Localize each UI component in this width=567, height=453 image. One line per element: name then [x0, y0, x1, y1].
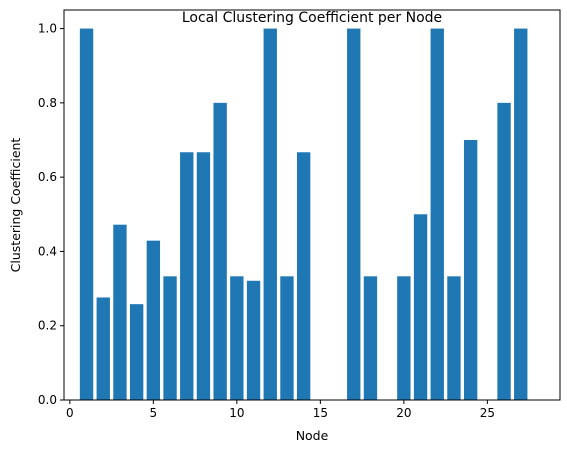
- bar-node-11: [246, 280, 261, 400]
- bar-node-5: [146, 240, 161, 400]
- y-tick-label: 0.6: [38, 170, 57, 184]
- x-axis-ticks: 0 5 10 15 20 25: [66, 400, 495, 420]
- bar-node-13: [280, 276, 294, 400]
- bar-node-22: [430, 28, 444, 400]
- x-tick-label: 15: [313, 406, 328, 420]
- bar-node-4: [129, 304, 144, 400]
- x-tick-label: 0: [66, 406, 74, 420]
- chart-title: Local Clustering Coefficient per Node: [182, 10, 442, 26]
- bar-node-20: [397, 276, 411, 400]
- bar-node-10: [230, 276, 244, 400]
- bar-node-3: [113, 224, 127, 400]
- plot-frame: [63, 9, 561, 401]
- bar-node-2: [96, 297, 110, 400]
- y-tick-label: 0.2: [38, 319, 57, 333]
- bars-group: [79, 28, 528, 400]
- bar-node-24: [463, 140, 478, 400]
- bar-node-17: [347, 28, 361, 400]
- bar-node-14: [296, 152, 311, 400]
- x-tick-label: 10: [229, 406, 244, 420]
- bar-node-1: [79, 28, 94, 400]
- x-tick-label: 20: [396, 406, 411, 420]
- bar-node-12: [263, 28, 277, 400]
- y-tick-label: 0.0: [38, 393, 57, 407]
- x-tick-label: 25: [480, 406, 495, 420]
- x-axis-label: Node: [296, 428, 329, 443]
- bar-node-21: [413, 214, 428, 400]
- y-tick-label: 0.4: [38, 244, 57, 258]
- bar-node-7: [180, 152, 194, 400]
- bar-node-9: [213, 102, 227, 400]
- x-tick-label: 5: [150, 406, 158, 420]
- y-axis-label: Clustering Coefficient: [8, 138, 23, 273]
- bar-node-18: [363, 276, 378, 400]
- y-tick-label: 1.0: [38, 22, 57, 36]
- bar-node-26: [497, 102, 511, 400]
- y-tick-label: 0.8: [38, 96, 57, 110]
- bar-node-27: [514, 28, 528, 400]
- bar-node-6: [163, 276, 177, 400]
- bar-node-23: [447, 276, 461, 400]
- bar-node-8: [196, 152, 211, 400]
- y-axis-ticks: 0.0 0.2 0.4 0.6 0.8 1.0: [38, 22, 64, 407]
